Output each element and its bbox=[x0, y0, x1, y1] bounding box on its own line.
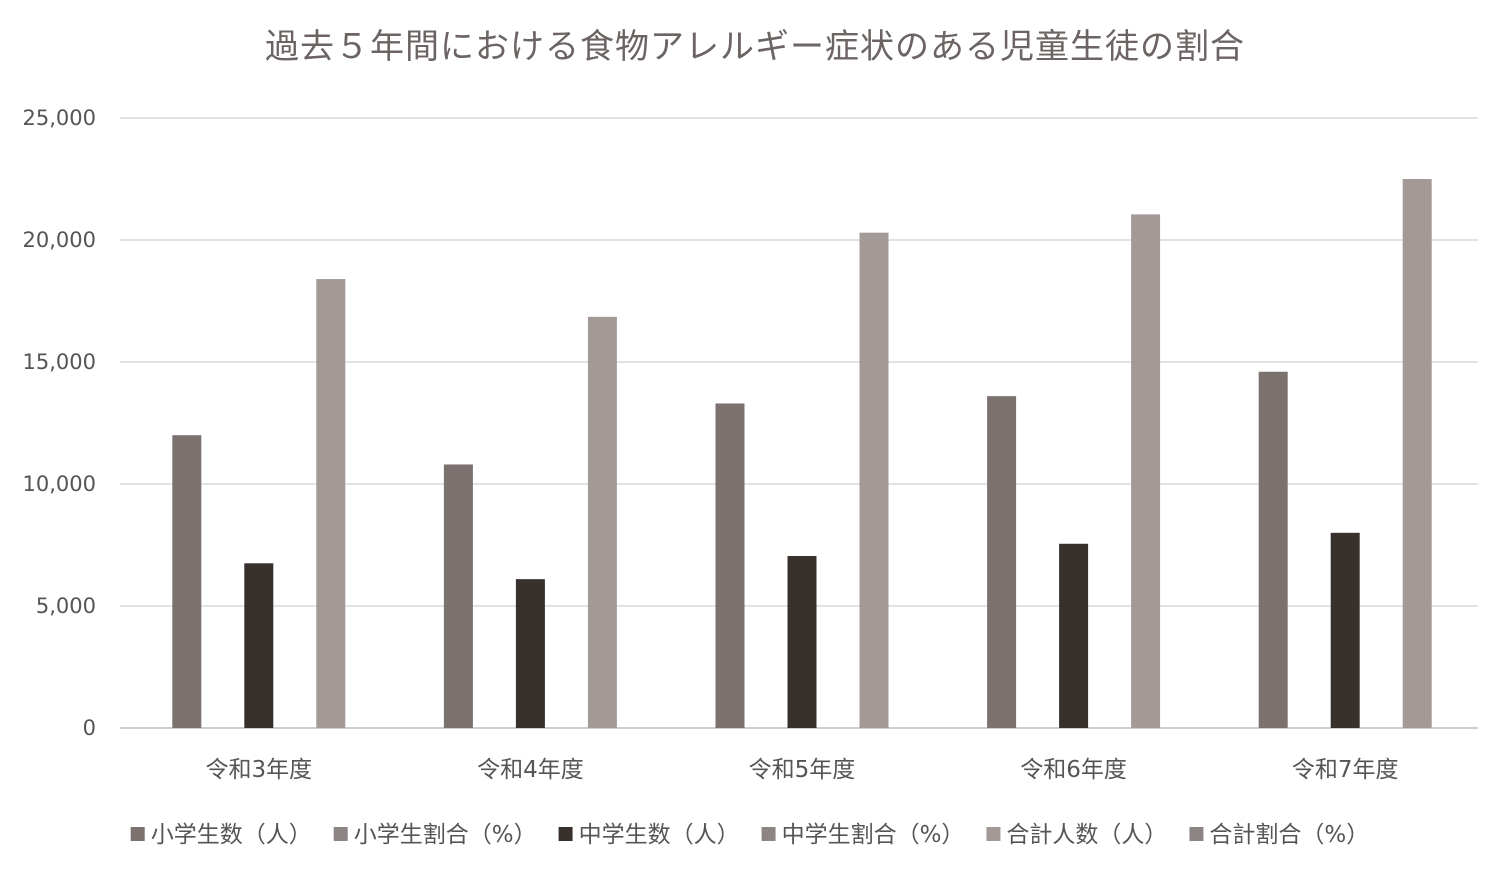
bar bbox=[316, 279, 346, 728]
bar bbox=[172, 435, 202, 728]
legend-label: 合計人数（人） bbox=[1006, 822, 1167, 848]
x-tick-label: 令和5年度 bbox=[749, 757, 856, 783]
bar bbox=[787, 555, 817, 728]
bar bbox=[443, 464, 473, 728]
x-tick-label: 令和7年度 bbox=[1292, 757, 1399, 783]
x-tick-label: 令和3年度 bbox=[205, 757, 312, 783]
legend-item: 中学生割合（%） bbox=[761, 822, 965, 848]
y-tick-label: 15,000 bbox=[23, 350, 96, 374]
legend-swatch bbox=[130, 827, 145, 841]
bar bbox=[515, 579, 545, 728]
bar bbox=[587, 316, 617, 728]
bar bbox=[1131, 214, 1161, 728]
legend-label: 中学生数（人） bbox=[579, 822, 740, 848]
legend-item: 合計割合（%） bbox=[1189, 822, 1369, 848]
legend-swatch bbox=[558, 827, 573, 841]
y-tick-label: 0 bbox=[83, 716, 96, 740]
y-tick-label: 5,000 bbox=[36, 594, 96, 618]
y-tick-label: 20,000 bbox=[23, 228, 96, 252]
bar bbox=[1258, 371, 1288, 728]
legend-label: 小学生割合（%） bbox=[354, 822, 537, 848]
y-tick-label: 25,000 bbox=[23, 106, 96, 130]
legend-swatch bbox=[333, 827, 348, 841]
bar bbox=[859, 232, 889, 728]
bar bbox=[987, 396, 1017, 728]
legend-item: 小学生数（人） bbox=[130, 822, 312, 848]
y-axis-ticks: 0 5,000 10,000 15,000 20,000 25,000 bbox=[23, 106, 96, 740]
legend-item: 中学生数（人） bbox=[558, 822, 740, 848]
legend-item: 合計人数（人） bbox=[986, 822, 1167, 848]
gridlines bbox=[120, 117, 1478, 729]
legend-swatch bbox=[986, 827, 1001, 841]
legend-label: 小学生数（人） bbox=[151, 822, 312, 848]
bar bbox=[1330, 532, 1360, 728]
legend-label: 中学生割合（%） bbox=[782, 822, 965, 848]
bar bbox=[1402, 179, 1432, 728]
x-axis-ticks: 令和3年度 令和4年度 令和5年度 令和6年度 令和7年度 bbox=[205, 757, 1398, 783]
x-tick-label: 令和4年度 bbox=[477, 757, 584, 783]
y-tick-label: 10,000 bbox=[23, 472, 96, 496]
legend-label: 合計割合（%） bbox=[1209, 822, 1369, 848]
chart-title: 過去５年間における食物アレルギー症状のある児童生徒の割合 bbox=[265, 27, 1245, 67]
x-tick-label: 令和6年度 bbox=[1020, 757, 1127, 783]
legend-item: 小学生割合（%） bbox=[333, 822, 537, 848]
bar bbox=[715, 403, 745, 728]
bar bbox=[1059, 543, 1089, 728]
bar bbox=[244, 563, 274, 728]
legend-swatch bbox=[761, 827, 776, 841]
legend-swatch bbox=[1189, 827, 1204, 841]
bars bbox=[172, 179, 1432, 728]
legend: 小学生数（人） 小学生割合（%） 中学生数（人） 中学生割合（%） 合計人数（人） 合計割… bbox=[130, 822, 1369, 848]
